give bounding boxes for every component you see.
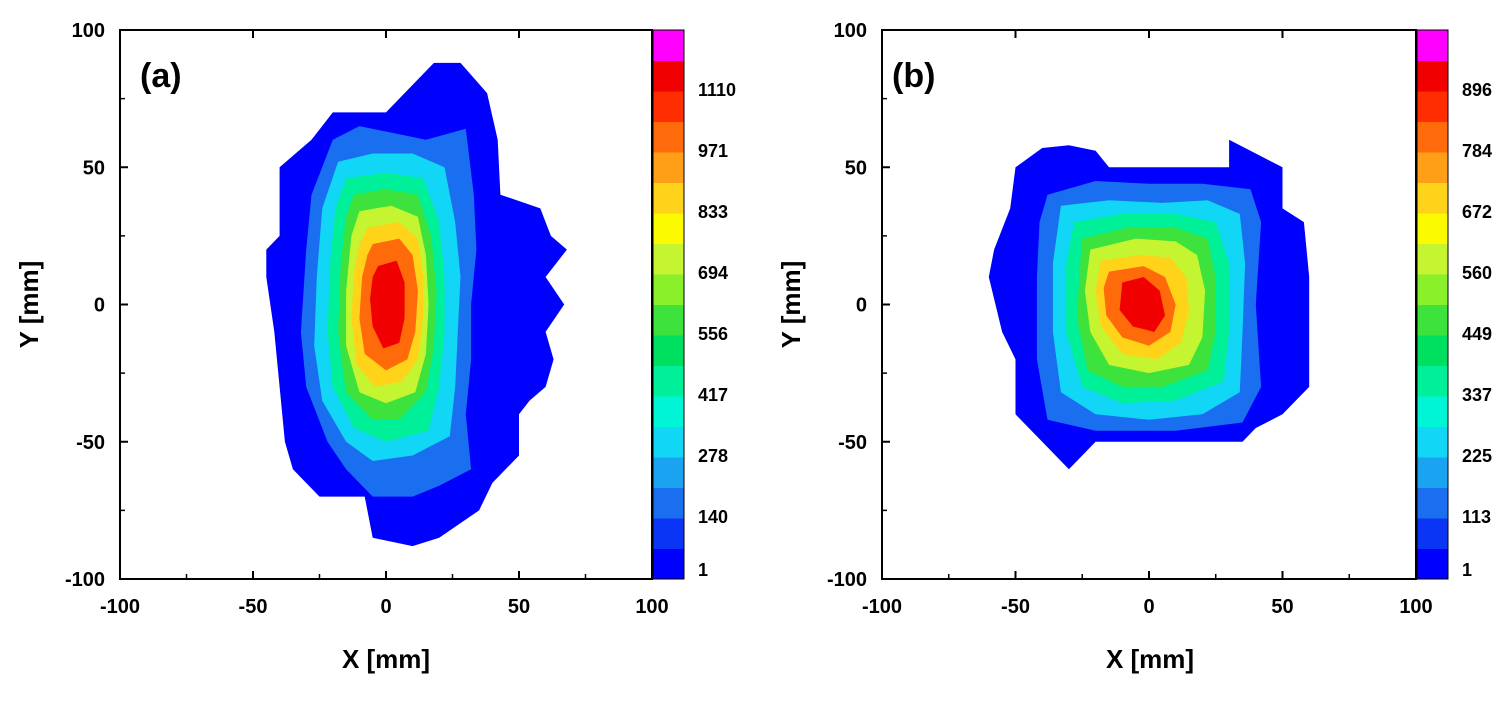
panel-a-colorbar-segment — [653, 426, 684, 458]
panel-b-label: (b) — [892, 57, 935, 95]
panel-b-y-tick-label: 0 — [856, 295, 867, 317]
panel-b-colorbar-segment — [1417, 30, 1448, 61]
panel-a-y-tick-label: 0 — [94, 295, 105, 317]
panel-b-x-tick-label: 50 — [1271, 596, 1293, 618]
panel-a-colorbar-segment — [653, 243, 684, 275]
panel-a-x-tick-label: -50 — [239, 596, 268, 618]
panel-b-colorbar-segment — [1417, 304, 1448, 336]
panel-b-colorbar-segment — [1417, 152, 1448, 183]
panel-b-colorbar-label: 337 — [1462, 385, 1492, 405]
panel-a-colorbar-label: 694 — [698, 263, 728, 283]
panel-b-x-tick-label: 100 — [1399, 596, 1432, 618]
panel-b-colorbar-label: 896 — [1462, 80, 1492, 100]
panel-b-colorbar-label: 784 — [1462, 141, 1492, 161]
panel-a-colorbar-segment — [653, 548, 684, 580]
panel-a: -100 -50 0 50 100 -100 -50 0 50 100 X [mm] Y [mm] (a… — [14, 20, 736, 674]
panel-a-colorbar-label: 833 — [698, 202, 728, 222]
panel-b-colorbar-segment — [1417, 60, 1448, 92]
panel-b-colorbar-segment — [1417, 548, 1448, 580]
panel-a-colorbar-frame — [652, 29, 685, 580]
panel-b-x-tick-label: -100 — [862, 596, 902, 618]
panel-b-colorbar-label: 560 — [1462, 263, 1492, 283]
panel-b: -100 -50 0 50 100 -100 -50 0 50 100 X [mm] Y [mm] (b… — [776, 20, 1492, 674]
panel-a-y-tick-label: 50 — [83, 157, 105, 179]
panel-b-colorbar-segment — [1417, 426, 1448, 458]
panel-b-colorbar-frame — [1416, 29, 1449, 580]
panel-b-y-tick-label: -100 — [827, 569, 867, 591]
panel-a-colorbar-segment — [653, 396, 684, 427]
panel-a-colorbar-segment — [653, 91, 684, 122]
panel-b-colorbar-segment — [1417, 396, 1448, 427]
panel-a-x-axis-title: X [mm] — [342, 644, 430, 674]
panel-b-colorbar-segment — [1417, 335, 1448, 366]
panel-b-y-axis-title: Y [mm] — [776, 261, 806, 349]
panel-b-colorbar-segment — [1417, 213, 1448, 244]
panel-a-colorbar-segment — [653, 457, 684, 488]
panel-b-colorbar-segment — [1417, 182, 1448, 214]
panel-b-contour-level-896 — [1133, 290, 1155, 319]
panel-a-colorbar-segment — [653, 274, 684, 305]
panel-a-y-tick-label: -50 — [76, 432, 105, 454]
panel-b-x-axis-title: X [mm] — [1106, 644, 1194, 674]
panel-a-colorbar-segment — [653, 121, 684, 153]
panel-a-x-tick-label: 0 — [380, 596, 391, 618]
panel-b-y-tick-label: 50 — [845, 157, 867, 179]
panel-a-colorbar-segment — [653, 213, 684, 244]
panel-a-colorbar-label: 1 — [698, 560, 708, 580]
panel-b-colorbar-label: 449 — [1462, 324, 1492, 344]
panel-b-colorbar-segment — [1417, 121, 1448, 153]
panel-a-y-tick-label: -100 — [65, 569, 105, 591]
panel-a-colorbar-segment — [653, 487, 684, 519]
panel-b-colorbar-label: 225 — [1462, 446, 1492, 466]
panel-a-colorbar-segment — [653, 335, 684, 366]
panel-a-colorbar-segment — [653, 30, 684, 61]
panel-a-colorbar-label: 417 — [698, 385, 728, 405]
panel-b-colorbar-segment — [1417, 487, 1448, 519]
panel-a-x-tick-label: 100 — [635, 596, 668, 618]
panel-a-colorbar-segment — [653, 182, 684, 214]
panel-a-colorbar-label: 278 — [698, 446, 728, 466]
panel-a-x-tick-label: 50 — [508, 596, 530, 618]
panel-b-colorbar-segment — [1417, 365, 1448, 397]
panel-b-colorbar-segment — [1417, 91, 1448, 122]
panel-b-y-tick-label: 100 — [834, 20, 867, 42]
panel-a-x-tick-label: -100 — [100, 596, 140, 618]
panel-a-contour-level-1110 — [378, 279, 397, 332]
panel-b-colorbar-label: 1 — [1462, 560, 1472, 580]
panel-a-y-tick-label: 100 — [72, 20, 105, 42]
panel-a-label: (a) — [140, 57, 182, 95]
panel-a-colorbar-label: 1110 — [698, 80, 736, 100]
panel-a-colorbar-label: 140 — [698, 507, 728, 527]
panel-b-colorbar-segment — [1417, 457, 1448, 488]
panel-a-colorbar-segment — [653, 365, 684, 397]
panel-b-colorbar-segment — [1417, 518, 1448, 549]
panel-a-colorbar-label: 971 — [698, 141, 728, 161]
panel-b-x-tick-label: 0 — [1143, 596, 1154, 618]
panel-a-colorbar-label: 556 — [698, 324, 728, 344]
panel-b-colorbar-segment — [1417, 274, 1448, 305]
panel-a-colorbar-segment — [653, 60, 684, 92]
panel-a-y-axis-title: Y [mm] — [14, 261, 44, 349]
panel-b-colorbar-label: 672 — [1462, 202, 1492, 222]
panel-b-y-tick-label: -50 — [838, 432, 867, 454]
panel-b-colorbar-segment — [1417, 243, 1448, 275]
panel-b-x-tick-label: -50 — [1001, 596, 1030, 618]
panel-b-colorbar-label: 113 — [1462, 507, 1491, 527]
panel-a-colorbar-segment — [653, 304, 684, 336]
panel-a-colorbar-segment — [653, 152, 684, 183]
panel-a-colorbar-segment — [653, 518, 684, 549]
